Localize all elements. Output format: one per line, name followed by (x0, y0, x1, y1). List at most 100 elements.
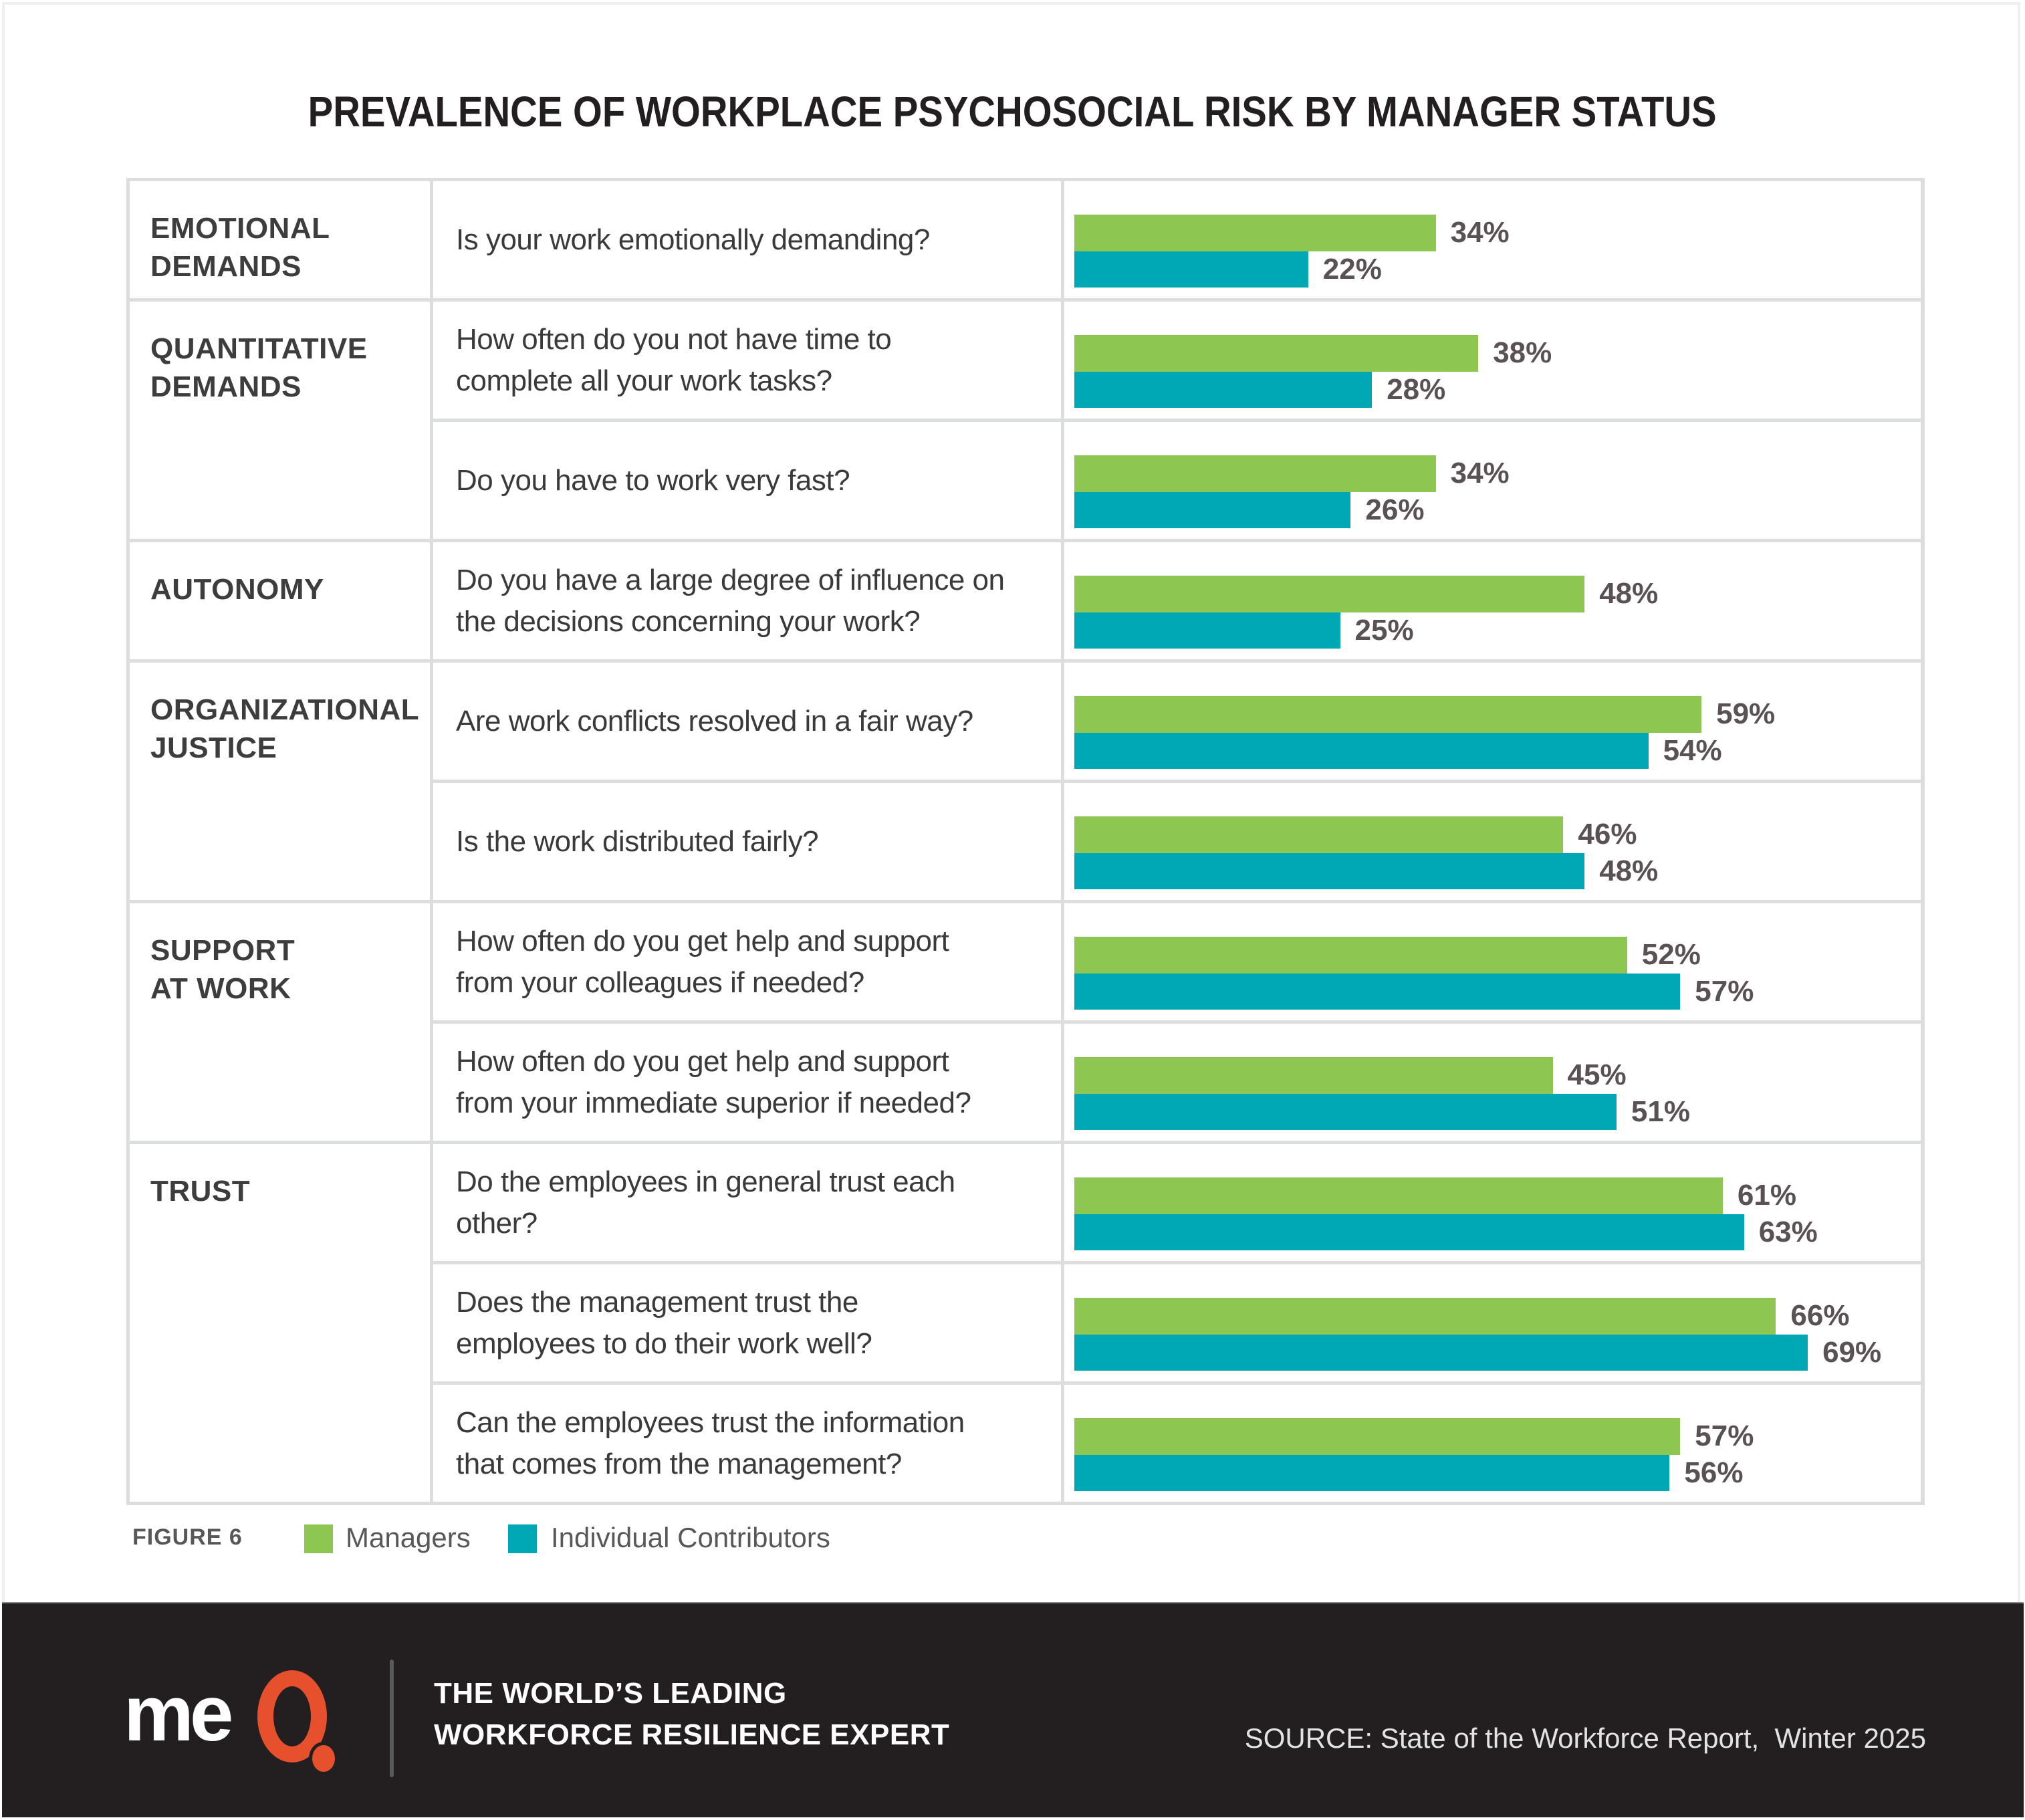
value-label-individual-contributors: 51% (1631, 1095, 1690, 1128)
bar-individual-contributors (1074, 251, 1308, 288)
question-cell: How often do you get help and support fr… (433, 1024, 1061, 1141)
value-label-managers: 59% (1716, 697, 1776, 730)
bar-managers (1074, 335, 1479, 372)
question-text: Do you have a large degree of influence … (456, 563, 1005, 638)
footer: me THE WORLD’S LEADING WORKFORCE RESILIE… (2, 1602, 2024, 1817)
category-label: SUPPORT AT WORK (150, 934, 295, 1005)
question-text: Is the work distributed fairly? (456, 824, 819, 858)
category-label: ORGANIZATIONAL JUSTICE (150, 693, 420, 764)
bar-cell: 46% 48% (1064, 783, 1921, 900)
bar-cell: 34% 26% (1064, 422, 1921, 539)
value-label-managers: 46% (1578, 818, 1637, 850)
value-label-individual-contributors: 56% (1684, 1456, 1744, 1489)
question-text: Do the employees in general trust each o… (456, 1165, 955, 1240)
bar-individual-contributors (1074, 853, 1585, 889)
logo-me-text: me (124, 1670, 234, 1758)
category-label: TRUST (150, 1175, 251, 1208)
bar-managers (1074, 1057, 1553, 1094)
chart-title: PREVALENCE OF WORKPLACE PSYCHOSOCIAL RIS… (0, 87, 2025, 136)
question-cell: Do you have a large degree of influence … (433, 542, 1061, 659)
footer-tagline: THE WORLD’S LEADING WORKFORCE RESILIENCE… (434, 1677, 950, 1751)
question-text: Can the employees trust the information … (456, 1405, 965, 1480)
chart-title-text: PREVALENCE OF WORKPLACE PSYCHOSOCIAL RIS… (308, 88, 1717, 136)
question-text: Does the management trust the employees … (456, 1285, 872, 1360)
bar-managers (1074, 816, 1564, 853)
value-label-individual-contributors: 22% (1322, 253, 1382, 286)
bar-individual-contributors (1074, 1335, 1808, 1371)
value-label-managers: 52% (1641, 938, 1701, 971)
question-text: How often do you not have time to comple… (456, 322, 892, 397)
bar-individual-contributors (1074, 1455, 1670, 1491)
bar-cell: 38% 28% (1064, 302, 1921, 419)
bar-individual-contributors (1074, 974, 1681, 1010)
bar-individual-contributors (1074, 733, 1649, 769)
value-label-individual-contributors: 26% (1365, 493, 1425, 526)
bar-cell: 52% 57% (1064, 903, 1921, 1020)
category-cell: AUTONOMY (130, 542, 430, 659)
value-label-managers: 38% (1493, 336, 1552, 369)
bar-cell: 61% 63% (1064, 1144, 1921, 1261)
category-cell: QUANTITATIVE DEMANDS (130, 302, 430, 539)
bar-managers (1074, 576, 1585, 612)
bar-cell: 45% 51% (1064, 1024, 1921, 1141)
value-label-individual-contributors: 28% (1387, 373, 1446, 406)
question-text: How often do you get help and support fr… (456, 1044, 971, 1119)
footer-divider (390, 1660, 394, 1777)
legend-label-managers: Managers (346, 1522, 471, 1553)
source-citation: SOURCE: State of the Workforce Report, W… (1244, 1722, 1926, 1754)
bar-individual-contributors (1074, 1094, 1617, 1130)
bar-individual-contributors (1074, 372, 1373, 408)
bar-cell: 48% 25% (1064, 542, 1921, 659)
question-cell: Do the employees in general trust each o… (433, 1144, 1061, 1261)
value-label-individual-contributors: 69% (1822, 1336, 1882, 1369)
value-label-individual-contributors: 48% (1599, 855, 1659, 887)
bar-cell: 66% 69% (1064, 1264, 1921, 1381)
bar-managers (1074, 1298, 1776, 1335)
question-cell: Can the employees trust the information … (433, 1385, 1061, 1502)
figure-number: FIGURE 6 (132, 1524, 243, 1550)
question-cell: How often do you get help and support fr… (433, 903, 1061, 1020)
value-label-managers: 48% (1599, 577, 1659, 610)
question-text: Is your work emotionally demanding? (456, 223, 930, 256)
question-cell: Do you have to work very fast? (433, 422, 1061, 539)
question-text: How often do you get help and support fr… (456, 924, 949, 999)
category-cell: EMOTIONAL DEMANDS (130, 181, 430, 298)
question-cell: Are work conflicts resolved in a fair wa… (433, 663, 1061, 780)
category-label: AUTONOMY (150, 573, 324, 606)
value-label-individual-contributors: 54% (1663, 734, 1722, 767)
value-label-individual-contributors: 63% (1758, 1216, 1818, 1248)
category-label: EMOTIONAL DEMANDS (150, 212, 330, 283)
category-cell: TRUST (130, 1144, 430, 1502)
bar-managers (1074, 696, 1702, 733)
data-table: EMOTIONAL DEMANDS QUANTITATIVE DEMANDS AUT… (126, 178, 1925, 1505)
question-cell: How often do you not have time to comple… (433, 302, 1061, 419)
question-cell: Is your work emotionally demanding? (433, 181, 1061, 298)
value-label-individual-contributors: 25% (1354, 614, 1414, 647)
value-label-managers: 34% (1450, 457, 1510, 489)
value-label-managers: 61% (1737, 1179, 1796, 1212)
bar-individual-contributors (1074, 1214, 1744, 1250)
bar-cell: 57% 56% (1064, 1385, 1921, 1502)
legend: FIGURE 6 Managers Individual Contributor… (0, 1519, 936, 1559)
value-label-managers: 45% (1567, 1058, 1627, 1091)
question-cell: Does the management trust the employees … (433, 1264, 1061, 1381)
meq-logo: me (124, 1670, 351, 1772)
value-label-individual-contributors: 57% (1695, 975, 1754, 1008)
bar-individual-contributors (1074, 492, 1351, 528)
question-text: Are work conflicts resolved in a fair wa… (456, 704, 973, 737)
category-cell: SUPPORT AT WORK (130, 903, 430, 1141)
question-cell: Is the work distributed fairly? (433, 783, 1061, 900)
value-label-managers: 34% (1450, 216, 1510, 249)
legend-swatch-individual-contributors (508, 1524, 537, 1553)
bar-cell: 59% 54% (1064, 663, 1921, 780)
bar-managers (1074, 1177, 1723, 1214)
legend-swatch-managers (304, 1524, 333, 1553)
category-label: QUANTITATIVE DEMANDS (150, 332, 368, 403)
bar-managers (1074, 455, 1436, 492)
legend-label-individual-contributors: Individual Contributors (551, 1522, 830, 1553)
bar-individual-contributors (1074, 612, 1340, 649)
bar-managers (1074, 215, 1436, 251)
logo-q-dot-icon (312, 1745, 335, 1772)
bar-managers (1074, 937, 1627, 974)
category-cell: ORGANIZATIONAL JUSTICE (130, 663, 430, 900)
